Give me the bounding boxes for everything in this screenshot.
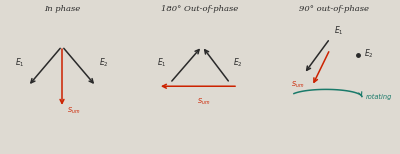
Text: $S_{um}$: $S_{um}$ (197, 97, 211, 107)
Text: $E_1$: $E_1$ (15, 57, 25, 69)
Text: $E_2$: $E_2$ (99, 57, 109, 69)
Text: In phase: In phase (44, 5, 80, 13)
Text: $E_2$: $E_2$ (364, 48, 374, 60)
Text: $S_{um}$: $S_{um}$ (291, 80, 304, 90)
Text: $E_1$: $E_1$ (157, 57, 167, 69)
Text: $E_2$: $E_2$ (233, 57, 243, 69)
Text: 90° out-of-phase: 90° out-of-phase (299, 5, 369, 13)
Text: rotating: rotating (366, 94, 392, 100)
Text: $E_1$: $E_1$ (334, 24, 344, 37)
Text: $S_{um}$: $S_{um}$ (67, 106, 80, 116)
Text: 180° Out-of-phase: 180° Out-of-phase (161, 5, 239, 13)
